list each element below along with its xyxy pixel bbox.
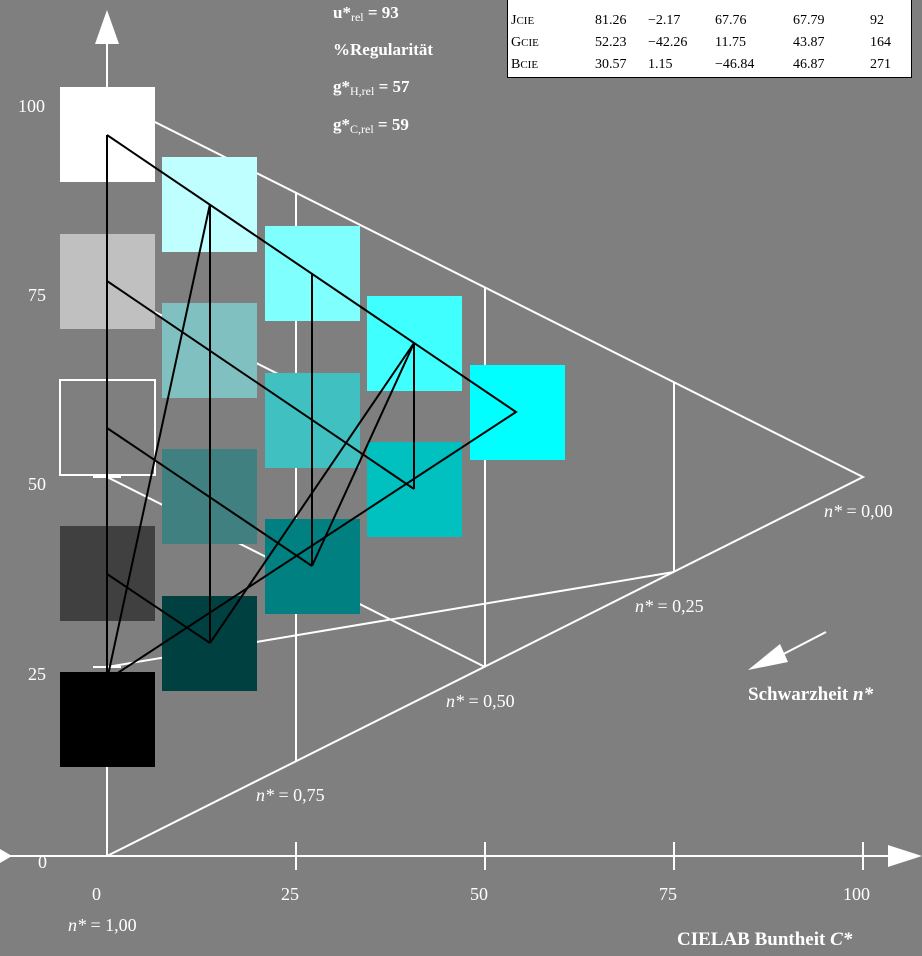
n-label-100: n* = 1,00 xyxy=(68,915,137,935)
table-cell: 92 xyxy=(870,13,884,28)
table-cell: 52.23 xyxy=(595,35,627,50)
gc-rel-label: g* xyxy=(333,115,350,134)
swatch-c4-1 xyxy=(470,365,565,460)
table-cell: 11.75 xyxy=(715,35,746,50)
n-value: = 0,25 xyxy=(653,596,704,616)
y-tick-label-0: 0 xyxy=(38,852,47,872)
y-tick-label-100: 100 xyxy=(18,96,45,116)
left-arrow-tip xyxy=(0,849,12,863)
x-tick-label-75: 75 xyxy=(659,884,677,904)
n-var: n* xyxy=(635,596,653,616)
row-name: JCIE xyxy=(511,10,534,32)
table-cell: 271 xyxy=(870,57,891,72)
n-var: n* xyxy=(824,501,842,521)
table-cell: −42.26 xyxy=(648,35,688,50)
row-name-main: J xyxy=(511,13,517,28)
n-label-000: n* = 0,00 xyxy=(824,501,893,521)
swatch-gray-5 xyxy=(60,672,155,767)
u-rel-stat: u*rel = 93 xyxy=(333,3,399,24)
row-name: BCIE xyxy=(511,54,538,76)
gh-rel-stat: g*H,rel = 57 xyxy=(333,77,410,98)
table-cell: 67.79 xyxy=(793,13,825,28)
series-diag xyxy=(106,573,211,644)
row-name-main: B xyxy=(511,57,521,72)
gc-rel-sub: C,rel xyxy=(350,122,374,136)
gh-rel-sub: H,rel xyxy=(350,84,375,98)
table-cell: 1.15 xyxy=(648,57,673,72)
x-axis-title: CIELAB Buntheit C* xyxy=(677,929,853,950)
table-cell: 164 xyxy=(870,35,891,50)
row-name-sub: CIE xyxy=(520,59,539,71)
stats: u*rel = 93 %Regularität g*H,rel = 57 g*C… xyxy=(333,3,433,136)
x-tick-label-100: 100 xyxy=(843,884,870,904)
gc-rel-stat: g*C,rel = 59 xyxy=(333,115,409,136)
table-cell: 67.76 xyxy=(715,13,747,28)
x-tick-label-0: 0 xyxy=(92,884,101,904)
n-value: = 1,00 xyxy=(86,915,137,935)
y-tick-label-25: 25 xyxy=(28,664,46,684)
table-cell: 46.87 xyxy=(793,57,825,72)
table-row: JCIE 81.26 −2.17 67.76 67.79 92 xyxy=(508,10,911,32)
y-tick-label-50: 50 xyxy=(28,474,46,494)
table-cell: −2.17 xyxy=(648,13,681,28)
gh-rel-value: = 57 xyxy=(374,77,410,96)
table-cell: 81.26 xyxy=(595,13,627,28)
table-cell: −46.84 xyxy=(715,57,755,72)
series-grid xyxy=(106,134,518,682)
blackness-arrow-head xyxy=(748,644,788,670)
y-tick-label-75: 75 xyxy=(28,285,46,305)
u-rel-sub: rel xyxy=(351,10,364,24)
n-var: n* xyxy=(256,785,274,805)
cie-data-table: JCIE 81.26 −2.17 67.76 67.79 92 GCIE 52.… xyxy=(507,0,912,78)
n-var: n* xyxy=(446,691,464,711)
row-name-sub: CIE xyxy=(516,15,535,27)
gh-rel-label: g* xyxy=(333,77,350,96)
n-label-075: n* = 0,75 xyxy=(256,785,325,805)
blackness-title-var: n* xyxy=(853,684,874,705)
gc-rel-value: = 59 xyxy=(374,115,409,134)
n-label-050: n* = 0,50 xyxy=(446,691,515,711)
blackness-labels: n* = 0,00 n* = 0,25 n* = 0,50 n* = 0,75 … xyxy=(68,501,893,935)
n-value: = 0,50 xyxy=(464,691,515,711)
row-name-main: G xyxy=(511,35,522,50)
x-tick-label-25: 25 xyxy=(281,884,299,904)
n-var: n* xyxy=(68,915,86,935)
table-cell: 43.87 xyxy=(793,35,825,50)
table-row: GCIE 52.23 −42.26 11.75 43.87 164 xyxy=(508,32,911,54)
row-name-sub: CIE xyxy=(521,37,539,49)
n-value: = 0,00 xyxy=(842,501,893,521)
x-axis-arrow xyxy=(888,845,922,867)
x-axis-title-var: C* xyxy=(830,929,853,950)
series-diag xyxy=(106,203,211,681)
axis-labels: 0 25 50 75 100 0 25 50 75 100 xyxy=(18,96,870,904)
blackness-title-text: Schwarzheit xyxy=(748,684,853,705)
grid-outline xyxy=(106,97,866,857)
x-tick-label-50: 50 xyxy=(470,884,488,904)
row-name: GCIE xyxy=(511,32,539,54)
u-rel-value: = 93 xyxy=(364,3,399,22)
blackness-title: Schwarzheit n* xyxy=(748,684,874,705)
table-cell: 30.57 xyxy=(595,57,627,72)
series-up xyxy=(311,342,415,567)
n-value: = 0,75 xyxy=(274,785,325,805)
x-axis-title-text: CIELAB Buntheit xyxy=(677,929,830,950)
regularity-label: %Regularität xyxy=(333,40,433,59)
n-label-025: n* = 0,25 xyxy=(635,596,704,616)
y-axis-arrow xyxy=(95,10,119,44)
table-row: BCIE 30.57 1.15 −46.84 46.87 271 xyxy=(508,54,911,76)
u-rel-label: u* xyxy=(333,3,351,22)
